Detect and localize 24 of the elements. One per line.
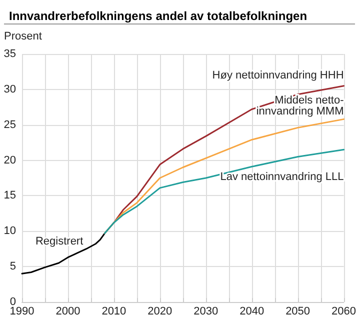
x-tick-label: 2000 [56, 306, 80, 318]
series-label: Høy nettoinnvandring HHH [212, 69, 344, 82]
series-label: Registrert [35, 236, 84, 248]
y-tick-label: 35 [4, 48, 16, 60]
x-tick-label: 2060 [332, 306, 356, 318]
x-tick-label: 1990 [10, 306, 34, 318]
series-label: Middels netto- innvandring MMM [256, 94, 344, 118]
x-tick-label: 2020 [148, 306, 172, 318]
y-tick-label: 15 [4, 190, 16, 202]
x-tick-label: 2030 [194, 306, 218, 318]
x-tick-label: 2010 [102, 306, 126, 318]
y-tick-label: 0 [10, 296, 16, 308]
line-series [21, 232, 106, 274]
series-label: Lav nettoinnvandring LLL [220, 171, 344, 184]
y-axis-title: Prosent [4, 30, 42, 42]
y-tick-label: 30 [4, 83, 16, 96]
y-tick-label: 25 [4, 118, 16, 131]
y-tick-label: 10 [4, 225, 16, 238]
y-tick-label: 20 [4, 154, 16, 166]
line-series [104, 148, 345, 234]
x-tick-label: 2040 [240, 306, 264, 318]
chart-title: Innvandrerbefolkningens andel av totalbefolkningen [9, 9, 308, 23]
x-tick-label: 2050 [286, 306, 310, 318]
y-tick-label: 5 [10, 260, 16, 273]
